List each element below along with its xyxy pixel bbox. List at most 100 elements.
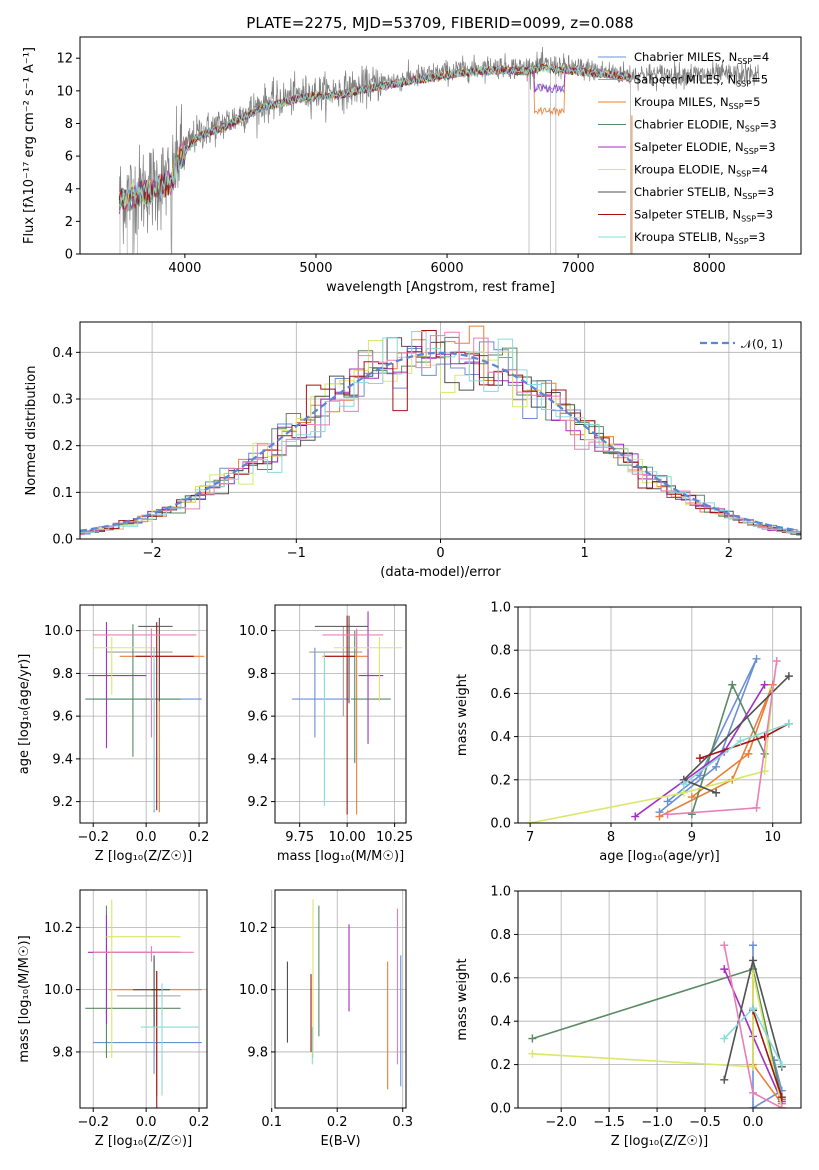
axes-frame [79, 604, 208, 824]
legend-name: Kroupa STELIB, N [634, 230, 734, 244]
residuals-panel: −2 −1 0 1 2 0.0 0.1 0.2 0.3 0.4 (data-model)/error… [24, 321, 802, 580]
y-tick-label: 9.8 [52, 667, 73, 682]
x-tick-label: 6000 [431, 261, 464, 276]
mass-weight-marker [526, 819, 535, 823]
legend-entry: Kroupa MILES, NSSP=5 [634, 95, 760, 111]
y-tick-label: 0.1 [52, 486, 73, 501]
legend-subscript: SSP [734, 237, 749, 246]
legend-name: Chabrier ELODIE, N [634, 118, 745, 132]
mass-weight-marker [784, 719, 793, 728]
x-tick-label: 9 [688, 830, 696, 845]
y-tick-label: 10.2 [44, 921, 73, 936]
x-tick-label: −2.0 [545, 1115, 577, 1130]
normal-curve [80, 351, 799, 532]
y-axis-label: mass [log₁₀(M/M☉)] [17, 935, 32, 1062]
y-tick-label: 9.4 [52, 752, 73, 767]
x-tick-label: 0.1 [261, 1115, 282, 1130]
mass-weight-marker [784, 672, 793, 681]
mass-weight-marker [749, 1104, 758, 1108]
legend-entry: Chabrier ELODIE, NSSP=3 [634, 118, 777, 134]
x-tick-label: 8 [607, 830, 615, 845]
y-tick-label: 0.8 [490, 928, 511, 943]
mass-weight-marker [631, 812, 640, 821]
x-tick-label: −0.5 [689, 1115, 721, 1130]
y-tick-label: 0.4 [52, 346, 73, 361]
mass-weight-marker [679, 780, 688, 789]
y-tick-label: 9.4 [247, 752, 268, 767]
y-tick-label: 1.0 [490, 601, 511, 616]
x-tick-label: 0.2 [189, 1115, 210, 1130]
legend-subscript: SSP [729, 102, 744, 111]
x-axis-label: wavelength [Angstrom, rest frame] [326, 280, 555, 295]
legend-count: =3 [760, 118, 777, 132]
x-tick-label: 8000 [693, 261, 726, 276]
x-tick-label: −2 [143, 546, 162, 561]
x-axis-label: age [log₁₀(age/yr)] [599, 849, 720, 864]
mass-weight-line [532, 973, 783, 1108]
mass-weight-marker [777, 1104, 786, 1108]
mass-weight-marker [720, 965, 729, 974]
legend-subscript: SSP [736, 80, 751, 89]
mass-weight-line [529, 689, 774, 823]
axes-frame [517, 606, 802, 824]
mass-weight-marker [772, 657, 781, 665]
legend-subscript: SSP [744, 147, 759, 156]
x-axis-label: mass [log₁₀(M/M☉)] [277, 849, 404, 864]
y-tick-label: 0.6 [490, 687, 511, 702]
x-tick-label: 10 [764, 830, 781, 845]
plot-area [85, 899, 202, 1108]
mass-weight-marker [712, 762, 721, 771]
x-tick-label: −1 [287, 546, 306, 561]
mass-weight-marker [720, 1034, 729, 1043]
x-tick-label: 0.2 [327, 1115, 348, 1130]
plot-area [526, 654, 793, 823]
legend-count: =5 [751, 73, 768, 87]
mass-vs-metallicity-panel: −0.2 0.0 0.2 9.8 10.0 10.2 Z [log₁₀(Z/Z☉)] mass… [17, 889, 210, 1149]
x-tick-label: 7000 [562, 261, 595, 276]
histogram-step-line [80, 340, 801, 536]
legend-count: =4 [751, 163, 768, 177]
mass-vs-extinction-panel: 0.1 0.2 0.3 9.8 10.0 10.2 E(B-V) [239, 889, 413, 1149]
y-tick-label: 10.0 [44, 983, 73, 998]
y-tick-label: 0.0 [490, 1102, 511, 1117]
legend-name: Salpeter MILES, N [634, 73, 736, 87]
legend-count: =3 [759, 140, 776, 154]
axes-frame [517, 890, 802, 1109]
legend-name: Kroupa ELODIE, N [634, 163, 736, 177]
legend-count: =5 [744, 95, 761, 109]
x-tick-label: 10.00 [329, 830, 366, 845]
mass-weight-marker [736, 736, 745, 745]
plot-area [118, 46, 760, 254]
mass-weight-marker [728, 680, 737, 689]
plot-area [80, 325, 801, 536]
y-tick-label: 0.4 [490, 730, 511, 745]
x-tick-label: 1 [581, 546, 589, 561]
y-tick-label: 0.0 [52, 533, 73, 548]
y-tick-label: 9.2 [52, 795, 73, 810]
legend-entry: Kroupa ELODIE, NSSP=4 [634, 163, 768, 179]
mass-weight-marker [720, 941, 729, 950]
model-spectrum-line [118, 62, 632, 212]
mass-weight-marker [720, 1075, 729, 1084]
mass-weight-marker [712, 788, 721, 797]
legend-subscript: SSP [742, 192, 757, 201]
x-tick-label: 2 [725, 546, 733, 561]
x-tick-label: −0.2 [77, 830, 109, 845]
age-vs-mass-panel: 9.75 10.00 10.25 9.2 9.4 9.6 9.8 10.0 mass [log₁… [239, 604, 413, 864]
y-tick-label: 0 [65, 248, 73, 263]
plot-area [85, 617, 205, 813]
x-tick-label: 0 [436, 546, 444, 561]
x-tick-label: 0.2 [189, 830, 210, 845]
weight-vs-metallicity-panel: −2.0 −1.5 −1.0 −0.5 0.0 0.0 0.2 0.4 0.6 0.8 1.0 Z [… [455, 885, 802, 1149]
x-tick-label: 0.0 [743, 1115, 764, 1130]
y-axis-label: mass weight [455, 674, 470, 756]
x-tick-label: 5000 [299, 261, 332, 276]
x-axis-label: Z [log₁₀(Z/Z☉)] [611, 1134, 708, 1149]
y-axis-label: mass weight [455, 958, 470, 1040]
mass-weight-marker [749, 941, 758, 950]
y-axis-label: Normed distribution [24, 366, 39, 496]
mass-weight-marker [760, 732, 769, 741]
y-axis-label: Flux [fλ10⁻¹⁷ erg cm⁻² s⁻¹ A⁻¹] [22, 47, 37, 244]
y-tick-label: 9.8 [247, 667, 268, 682]
